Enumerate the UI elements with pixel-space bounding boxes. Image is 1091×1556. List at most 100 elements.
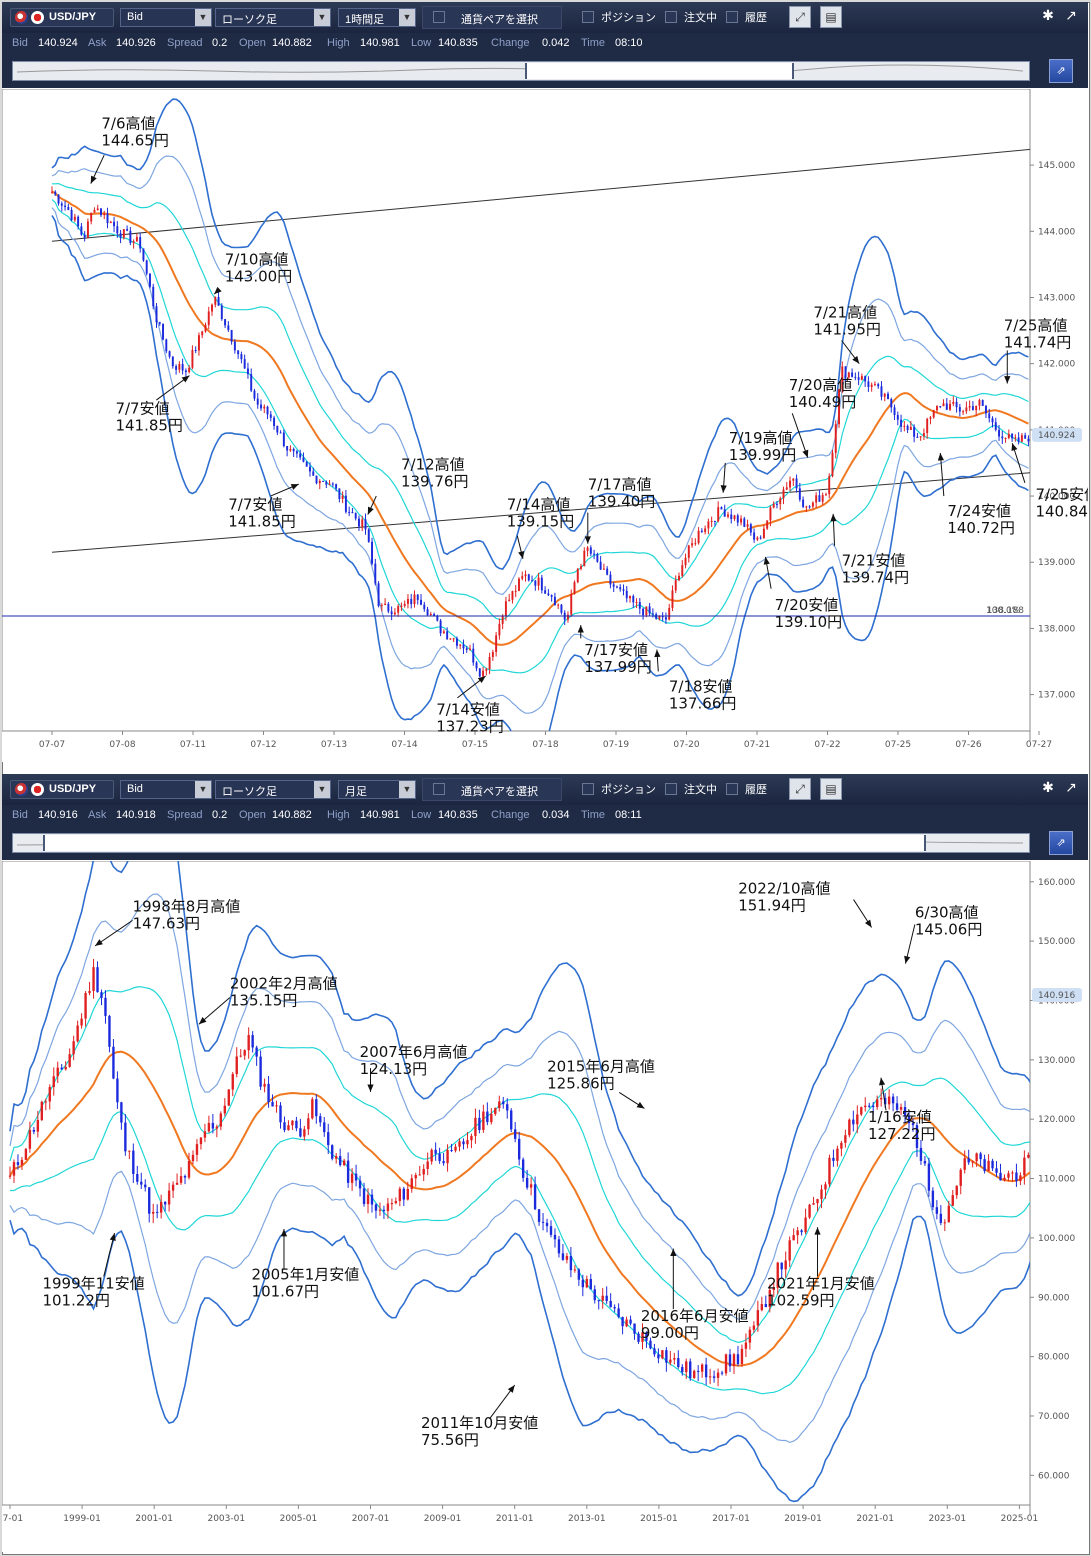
candle-body: [88, 990, 91, 994]
candle-body: [529, 1184, 533, 1188]
navigator-strip[interactable]: [12, 833, 1030, 853]
ask-value: 140.918: [116, 809, 156, 821]
gear-icon[interactable]: ✱: [1042, 780, 1054, 796]
history-checkbox[interactable]: [726, 783, 738, 795]
navigator-window[interactable]: [525, 63, 794, 79]
price-type-dropdown[interactable]: Bid ▼: [120, 8, 212, 27]
pair-select-label: 通貨ペアを選択: [461, 786, 538, 798]
candle-body: [812, 1203, 815, 1205]
price-type-dropdown[interactable]: Bid ▼: [120, 780, 212, 799]
timeframe-dropdown[interactable]: 1時間足 ▼: [338, 8, 416, 27]
spread-label: Spread: [167, 809, 203, 821]
candle-body: [283, 1122, 286, 1131]
annotation-value: 102.59円: [767, 1291, 835, 1309]
candle-body: [472, 648, 475, 663]
candle-body: [642, 608, 645, 616]
candle-body: [995, 1168, 998, 1173]
candle-body: [768, 1290, 771, 1308]
annotation-value: 75.56円: [421, 1431, 479, 1449]
candle-body: [80, 226, 83, 235]
position-checkbox[interactable]: [582, 11, 594, 23]
candle-body: [854, 376, 857, 378]
candle-body: [446, 631, 449, 639]
candle-body: [998, 429, 1001, 437]
annotation-value: 124.13円: [360, 1060, 428, 1078]
x-tick-label: 2021-01: [856, 1514, 894, 1524]
candle-body: [511, 591, 514, 600]
arrowhead-icon: [584, 536, 591, 544]
candle-body: [633, 1323, 636, 1334]
candle-body: [100, 992, 103, 998]
candle-body: [599, 561, 602, 570]
popout-icon[interactable]: ↗: [1065, 780, 1077, 796]
candle-body: [338, 1156, 342, 1166]
candle-body: [400, 605, 403, 607]
timeframe-dropdown[interactable]: 月足 ▼: [338, 780, 416, 799]
history-checkbox[interactable]: [726, 11, 738, 23]
navigator-window[interactable]: [43, 835, 926, 851]
candle-body: [708, 1376, 712, 1378]
candle-body: [929, 417, 932, 419]
candle-body: [92, 967, 95, 991]
window-icon[interactable]: ▤: [820, 778, 842, 800]
y-tick-label: 144.000: [1038, 227, 1075, 237]
candle-body: [696, 1370, 700, 1372]
navigator-strip[interactable]: [12, 61, 1030, 81]
candle-body: [792, 478, 795, 481]
candle-body: [259, 1056, 262, 1087]
candle-body: [1079, 1178, 1081, 1195]
candle-body: [818, 495, 821, 502]
candle-body: [475, 662, 478, 669]
candle-body: [106, 213, 109, 224]
gear-icon[interactable]: ✱: [1042, 8, 1054, 24]
candle-body: [305, 461, 308, 467]
orders-checkbox[interactable]: [665, 783, 677, 795]
candle-body: [645, 606, 648, 616]
popout-icon[interactable]: ↗: [1065, 8, 1077, 24]
candle-body: [581, 1279, 585, 1288]
candle-body: [227, 1089, 230, 1106]
arrowhead-icon: [280, 1229, 288, 1237]
candle-body: [785, 487, 788, 490]
chart-type-dropdown[interactable]: ローソク足 ▼: [215, 8, 331, 27]
chart-type-dropdown[interactable]: ローソク足 ▼: [215, 780, 331, 799]
chart-tool-icon[interactable]: ⤢: [789, 6, 811, 28]
arrowhead-icon: [670, 1248, 677, 1256]
symbol-selector[interactable]: USD/JPY: [10, 780, 114, 799]
pair-select-checkbox[interactable]: [433, 11, 445, 23]
pair-select-checkbox[interactable]: [433, 783, 445, 795]
candle-body: [613, 1307, 616, 1309]
candle-body: [609, 1300, 612, 1308]
position-checkbox[interactable]: [582, 783, 594, 795]
candle-body: [903, 425, 906, 427]
time-label: Time: [581, 37, 606, 49]
candle-body: [586, 547, 589, 551]
candle-body: [68, 1054, 71, 1067]
window-icon[interactable]: ▤: [820, 6, 842, 28]
hourly-chart[interactable]: 145.000144.000143.000142.000141.000140.0…: [2, 89, 1088, 761]
candle-body: [776, 1262, 779, 1288]
pair-select-button[interactable]: 通貨ペアを選択: [422, 778, 562, 801]
candle-body: [191, 1154, 195, 1162]
candle-body: [828, 1157, 831, 1185]
candle-body: [386, 1203, 390, 1212]
candle-body: [442, 631, 445, 634]
candle-body: [48, 1087, 51, 1102]
price-type-value: Bid: [127, 11, 143, 23]
chart-tool-icon[interactable]: ⤢: [789, 778, 811, 800]
symbol-selector[interactable]: USD/JPY: [10, 8, 114, 27]
candle-body: [403, 603, 406, 606]
orders-checkbox[interactable]: [665, 11, 677, 23]
annotation-label: 7/7安値: [228, 495, 282, 513]
annotation-value: 125.86円: [547, 1075, 615, 1093]
zoom-fit-icon[interactable]: ⇗: [1049, 59, 1073, 83]
chevron-down-icon: ▼: [399, 781, 415, 798]
candle-body: [394, 1200, 398, 1204]
candle-body: [191, 350, 194, 368]
zoom-fit-icon[interactable]: ⇗: [1049, 831, 1073, 855]
annotation-label: 2005年1月安値: [252, 1265, 360, 1283]
monthly-chart[interactable]: 160.000150.000140.000130.000120.000110.0…: [2, 861, 1088, 1551]
pair-select-button[interactable]: 通貨ペアを選択: [422, 6, 562, 29]
candle-body: [269, 414, 272, 418]
y-tick-label: 145.000: [1038, 161, 1075, 171]
